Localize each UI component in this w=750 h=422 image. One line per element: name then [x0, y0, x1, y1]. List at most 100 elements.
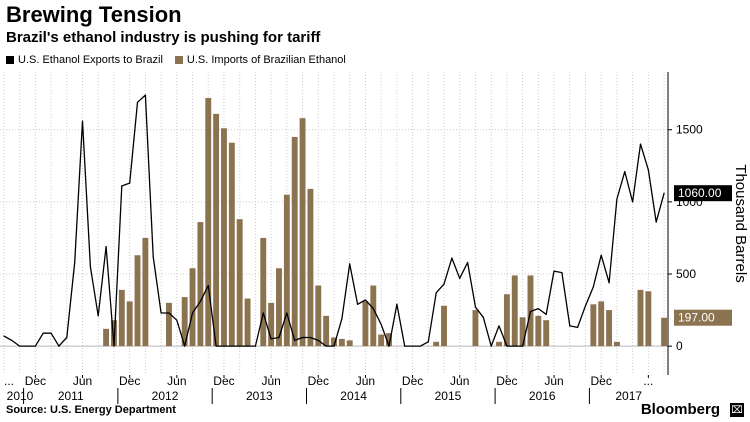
import-bar [535, 315, 542, 347]
x-year-label: 2011 [58, 389, 84, 403]
exports-point [42, 332, 44, 334]
exports-point [89, 266, 91, 268]
exports-point [380, 323, 382, 326]
exports-point [411, 345, 414, 347]
import-bar [527, 275, 534, 347]
exports-point [600, 254, 602, 256]
import-bar [645, 291, 652, 347]
exports-point [254, 345, 257, 347]
import-bar [189, 268, 196, 347]
import-bar [323, 315, 330, 347]
exports-point [349, 263, 351, 265]
import-bar [590, 304, 597, 347]
exports-point [639, 143, 642, 145]
exports-point [301, 336, 304, 339]
import-bar [307, 188, 314, 347]
end-label-exports-bg [674, 185, 732, 202]
x-month-label: Dec [496, 374, 517, 388]
import-bar [126, 301, 133, 347]
x-month-label: Jun [261, 374, 280, 388]
exports-point [3, 335, 5, 337]
import-bar [228, 142, 235, 347]
exports-point [50, 332, 52, 334]
import-bar [598, 301, 605, 347]
x-year-label: 2010 [7, 389, 34, 403]
x-month-label: Dec [591, 374, 612, 388]
exports-point [239, 345, 241, 347]
exports-point [113, 345, 115, 347]
import-bar [661, 317, 668, 347]
x-year-label: 2017 [615, 389, 642, 403]
import-bar [386, 333, 392, 347]
end-label-imports: 197.00 [678, 311, 715, 325]
import-bar [244, 298, 251, 347]
exports-point [144, 94, 146, 96]
x-month-label: Jun [356, 374, 375, 388]
exports-point [569, 325, 571, 327]
exports-point [231, 345, 233, 347]
import-bar [472, 310, 479, 347]
x-year-label: 2013 [246, 389, 273, 403]
exports-point [129, 182, 131, 184]
x-month-label: Dec [308, 374, 329, 388]
exports-point [435, 292, 437, 294]
import-bar [283, 194, 290, 347]
exports-point [294, 339, 296, 341]
x-year-label: 2012 [152, 389, 179, 403]
import-bar [362, 301, 369, 347]
exports-point [215, 345, 217, 347]
exports-point [286, 312, 288, 314]
x-month-label: ... [643, 374, 653, 388]
import-bar [260, 237, 267, 347]
exports-point [608, 282, 610, 284]
exports-point [136, 101, 139, 103]
exports-point [451, 257, 453, 259]
exports-point [529, 310, 532, 313]
exports-point [246, 345, 249, 347]
import-bar [370, 285, 377, 347]
exports-point [663, 192, 665, 194]
chart-subtitle: Brazil's ethanol industry is pushing for… [6, 29, 321, 46]
legend-swatch-exports [6, 56, 14, 64]
import-bar [511, 275, 518, 347]
exports-point [152, 256, 154, 258]
legend-item-exports: U.S. Ethanol Exports to Brazil [6, 54, 163, 66]
exports-point [490, 345, 492, 347]
exports-point [427, 341, 429, 343]
exports-point [506, 345, 508, 347]
exports-point [11, 339, 13, 341]
import-bar [519, 317, 526, 347]
import-bar [134, 255, 141, 347]
exports-point [467, 261, 469, 264]
import-bar [111, 320, 117, 347]
exports-point [577, 326, 579, 328]
exports-point [372, 308, 374, 310]
exports-point [262, 312, 264, 314]
x-month-label: Dec [25, 374, 46, 388]
exports-point [270, 338, 272, 340]
import-bar [166, 302, 172, 347]
y-tick-label: 0 [676, 339, 683, 353]
import-bar [613, 341, 620, 347]
import-bar [197, 222, 204, 347]
exports-point [58, 345, 60, 347]
exports-point [482, 316, 484, 318]
import-bar [291, 136, 298, 347]
exports-point [592, 286, 594, 288]
exports-point [537, 308, 539, 310]
import-bar [378, 334, 385, 347]
import-bar [103, 328, 110, 347]
exports-point [553, 270, 555, 272]
import-bar [543, 320, 550, 347]
exports-point [19, 345, 21, 347]
exports-point [74, 261, 76, 264]
import-bar [315, 285, 322, 347]
x-year-label: 2016 [529, 389, 556, 403]
exports-point [223, 345, 225, 347]
legend-swatch-imports [174, 56, 183, 64]
exports-point [404, 345, 406, 347]
y-axis-title: Thousand Barrels [732, 164, 749, 282]
exports-point [34, 345, 36, 347]
x-month-label: Jun [73, 374, 92, 388]
x-month-label: Jun [167, 374, 186, 388]
